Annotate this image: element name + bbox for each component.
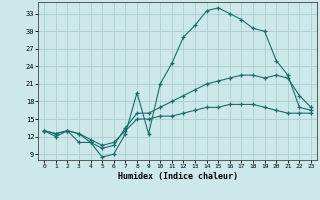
X-axis label: Humidex (Indice chaleur): Humidex (Indice chaleur)	[118, 172, 238, 181]
